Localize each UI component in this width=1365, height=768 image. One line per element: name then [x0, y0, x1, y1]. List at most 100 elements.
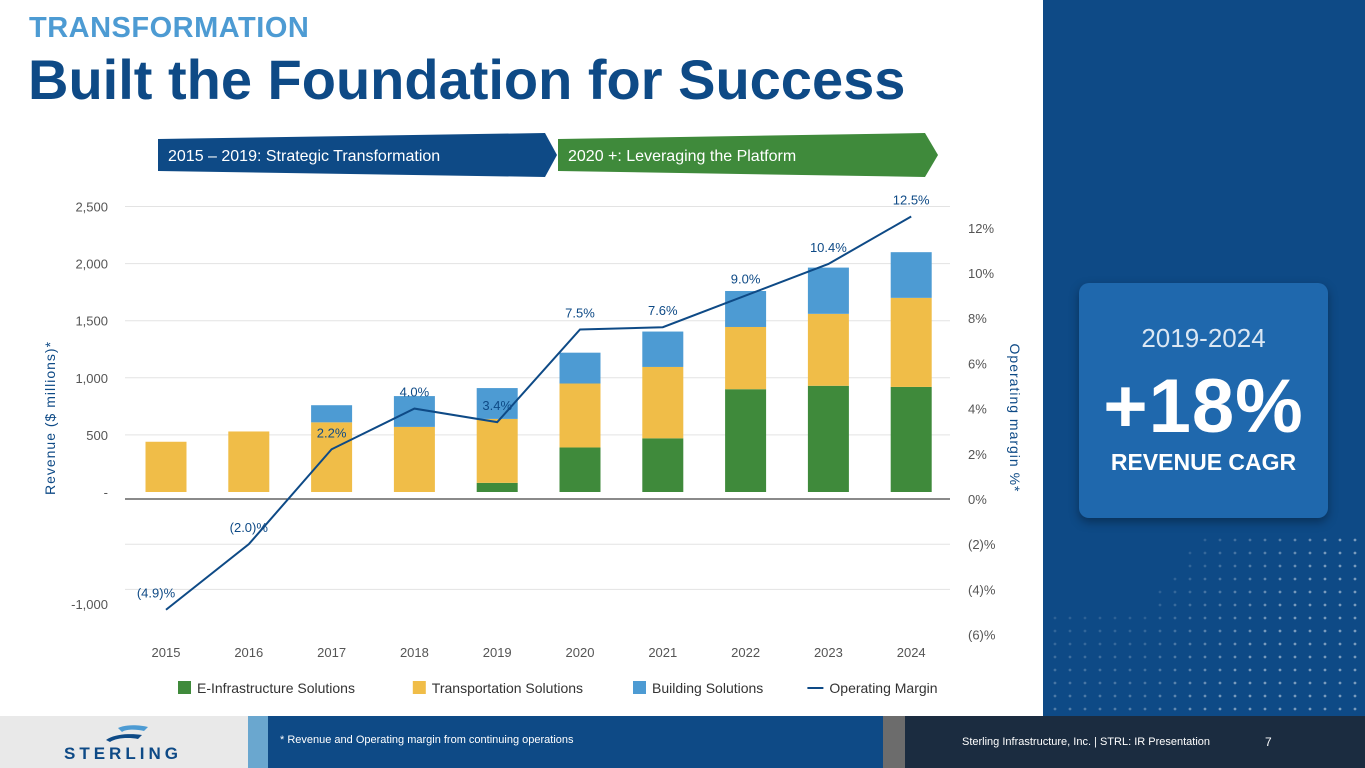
dot [1353, 629, 1357, 633]
dot [1188, 590, 1192, 594]
y-right-tick-label: 2% [968, 447, 987, 462]
dot [1188, 655, 1192, 659]
dot [1293, 668, 1297, 672]
dot [1173, 577, 1177, 581]
dot [1353, 564, 1357, 568]
dot [1263, 616, 1267, 620]
dot [1323, 629, 1327, 633]
dot [1083, 655, 1087, 659]
dot [1098, 629, 1102, 633]
y-right-tick-label: 12% [968, 221, 994, 236]
dot [1323, 538, 1327, 542]
dot [1203, 642, 1207, 646]
dot [1353, 551, 1357, 555]
dot [1188, 629, 1192, 633]
dot [1083, 616, 1087, 620]
dot [1203, 681, 1207, 685]
dot [1143, 668, 1147, 672]
dot [1068, 668, 1072, 672]
dot [1353, 538, 1357, 542]
dot [1203, 590, 1207, 594]
dot [1263, 707, 1267, 711]
dot [1218, 616, 1222, 620]
dot [1293, 538, 1297, 542]
dot [1248, 681, 1252, 685]
dot [1293, 551, 1297, 555]
dot [1308, 616, 1312, 620]
margin-data-label: (2.0)% [230, 520, 269, 535]
dot [1203, 655, 1207, 659]
bar-e-infrastructure-solutions2023 [807, 385, 849, 492]
dot [1128, 694, 1132, 698]
bar-transportation-solutions2022 [725, 326, 767, 390]
dot [1338, 681, 1342, 685]
dot [1338, 577, 1342, 581]
dot [1203, 694, 1207, 698]
y-left-tick-label: 500 [86, 428, 108, 443]
dot [1323, 707, 1327, 711]
dot [1218, 668, 1222, 672]
dot [1053, 642, 1057, 646]
cagr-card: 2019-2024 +18% REVENUE CAGR [1079, 283, 1328, 518]
dot [1098, 616, 1102, 620]
dot [1158, 629, 1162, 633]
footer-logo-area: STERLING [0, 716, 248, 768]
dot [1068, 681, 1072, 685]
dot [1083, 707, 1087, 711]
dot [1308, 603, 1312, 607]
margin-data-label: 7.6% [648, 303, 678, 318]
dot [1233, 616, 1237, 620]
dot [1248, 551, 1252, 555]
dot [1188, 564, 1192, 568]
dot [1338, 707, 1342, 711]
margin-data-label: 4.0% [400, 385, 430, 400]
dot [1083, 642, 1087, 646]
cagr-label: REVENUE CAGR [1110, 449, 1297, 475]
dot [1068, 707, 1072, 711]
dot [1248, 629, 1252, 633]
dot [1188, 694, 1192, 698]
footer-company: Sterling Infrastructure, Inc. | STRL: IR… [962, 736, 1211, 748]
bar-building-solutions2023 [807, 267, 849, 314]
dot [1203, 564, 1207, 568]
dot [1173, 603, 1177, 607]
dot [1053, 629, 1057, 633]
dot [1293, 707, 1297, 711]
dot [1293, 564, 1297, 568]
dot [1218, 577, 1222, 581]
dot [1158, 694, 1162, 698]
dot [1263, 642, 1267, 646]
dot [1143, 694, 1147, 698]
dot [1068, 694, 1072, 698]
y-right-tick-label: (6)% [968, 628, 996, 643]
dot [1293, 694, 1297, 698]
dot [1308, 655, 1312, 659]
x-tick-label: 2016 [234, 645, 263, 660]
dot [1248, 538, 1252, 542]
dot [1323, 694, 1327, 698]
dot [1233, 564, 1237, 568]
dot [1353, 655, 1357, 659]
dot [1173, 629, 1177, 633]
dot [1353, 681, 1357, 685]
dot [1158, 707, 1162, 711]
dot [1218, 694, 1222, 698]
margin-data-label: 10.4% [810, 240, 847, 255]
dot [1218, 655, 1222, 659]
dot [1203, 551, 1207, 555]
y-left-tick-label: 1,500 [75, 314, 108, 329]
y-right-axis-title: Operating margin %* [1007, 344, 1023, 493]
dot [1338, 694, 1342, 698]
dot [1233, 538, 1237, 542]
legend-swatch [178, 681, 191, 694]
dot [1353, 577, 1357, 581]
dot [1323, 590, 1327, 594]
dot [1158, 590, 1162, 594]
bar-building-solutions2020 [559, 352, 601, 384]
dot-pattern [1053, 538, 1357, 711]
margin-data-label: 9.0% [731, 272, 761, 287]
x-tick-label: 2022 [731, 645, 760, 660]
dot [1323, 551, 1327, 555]
dot [1353, 668, 1357, 672]
dot [1293, 681, 1297, 685]
